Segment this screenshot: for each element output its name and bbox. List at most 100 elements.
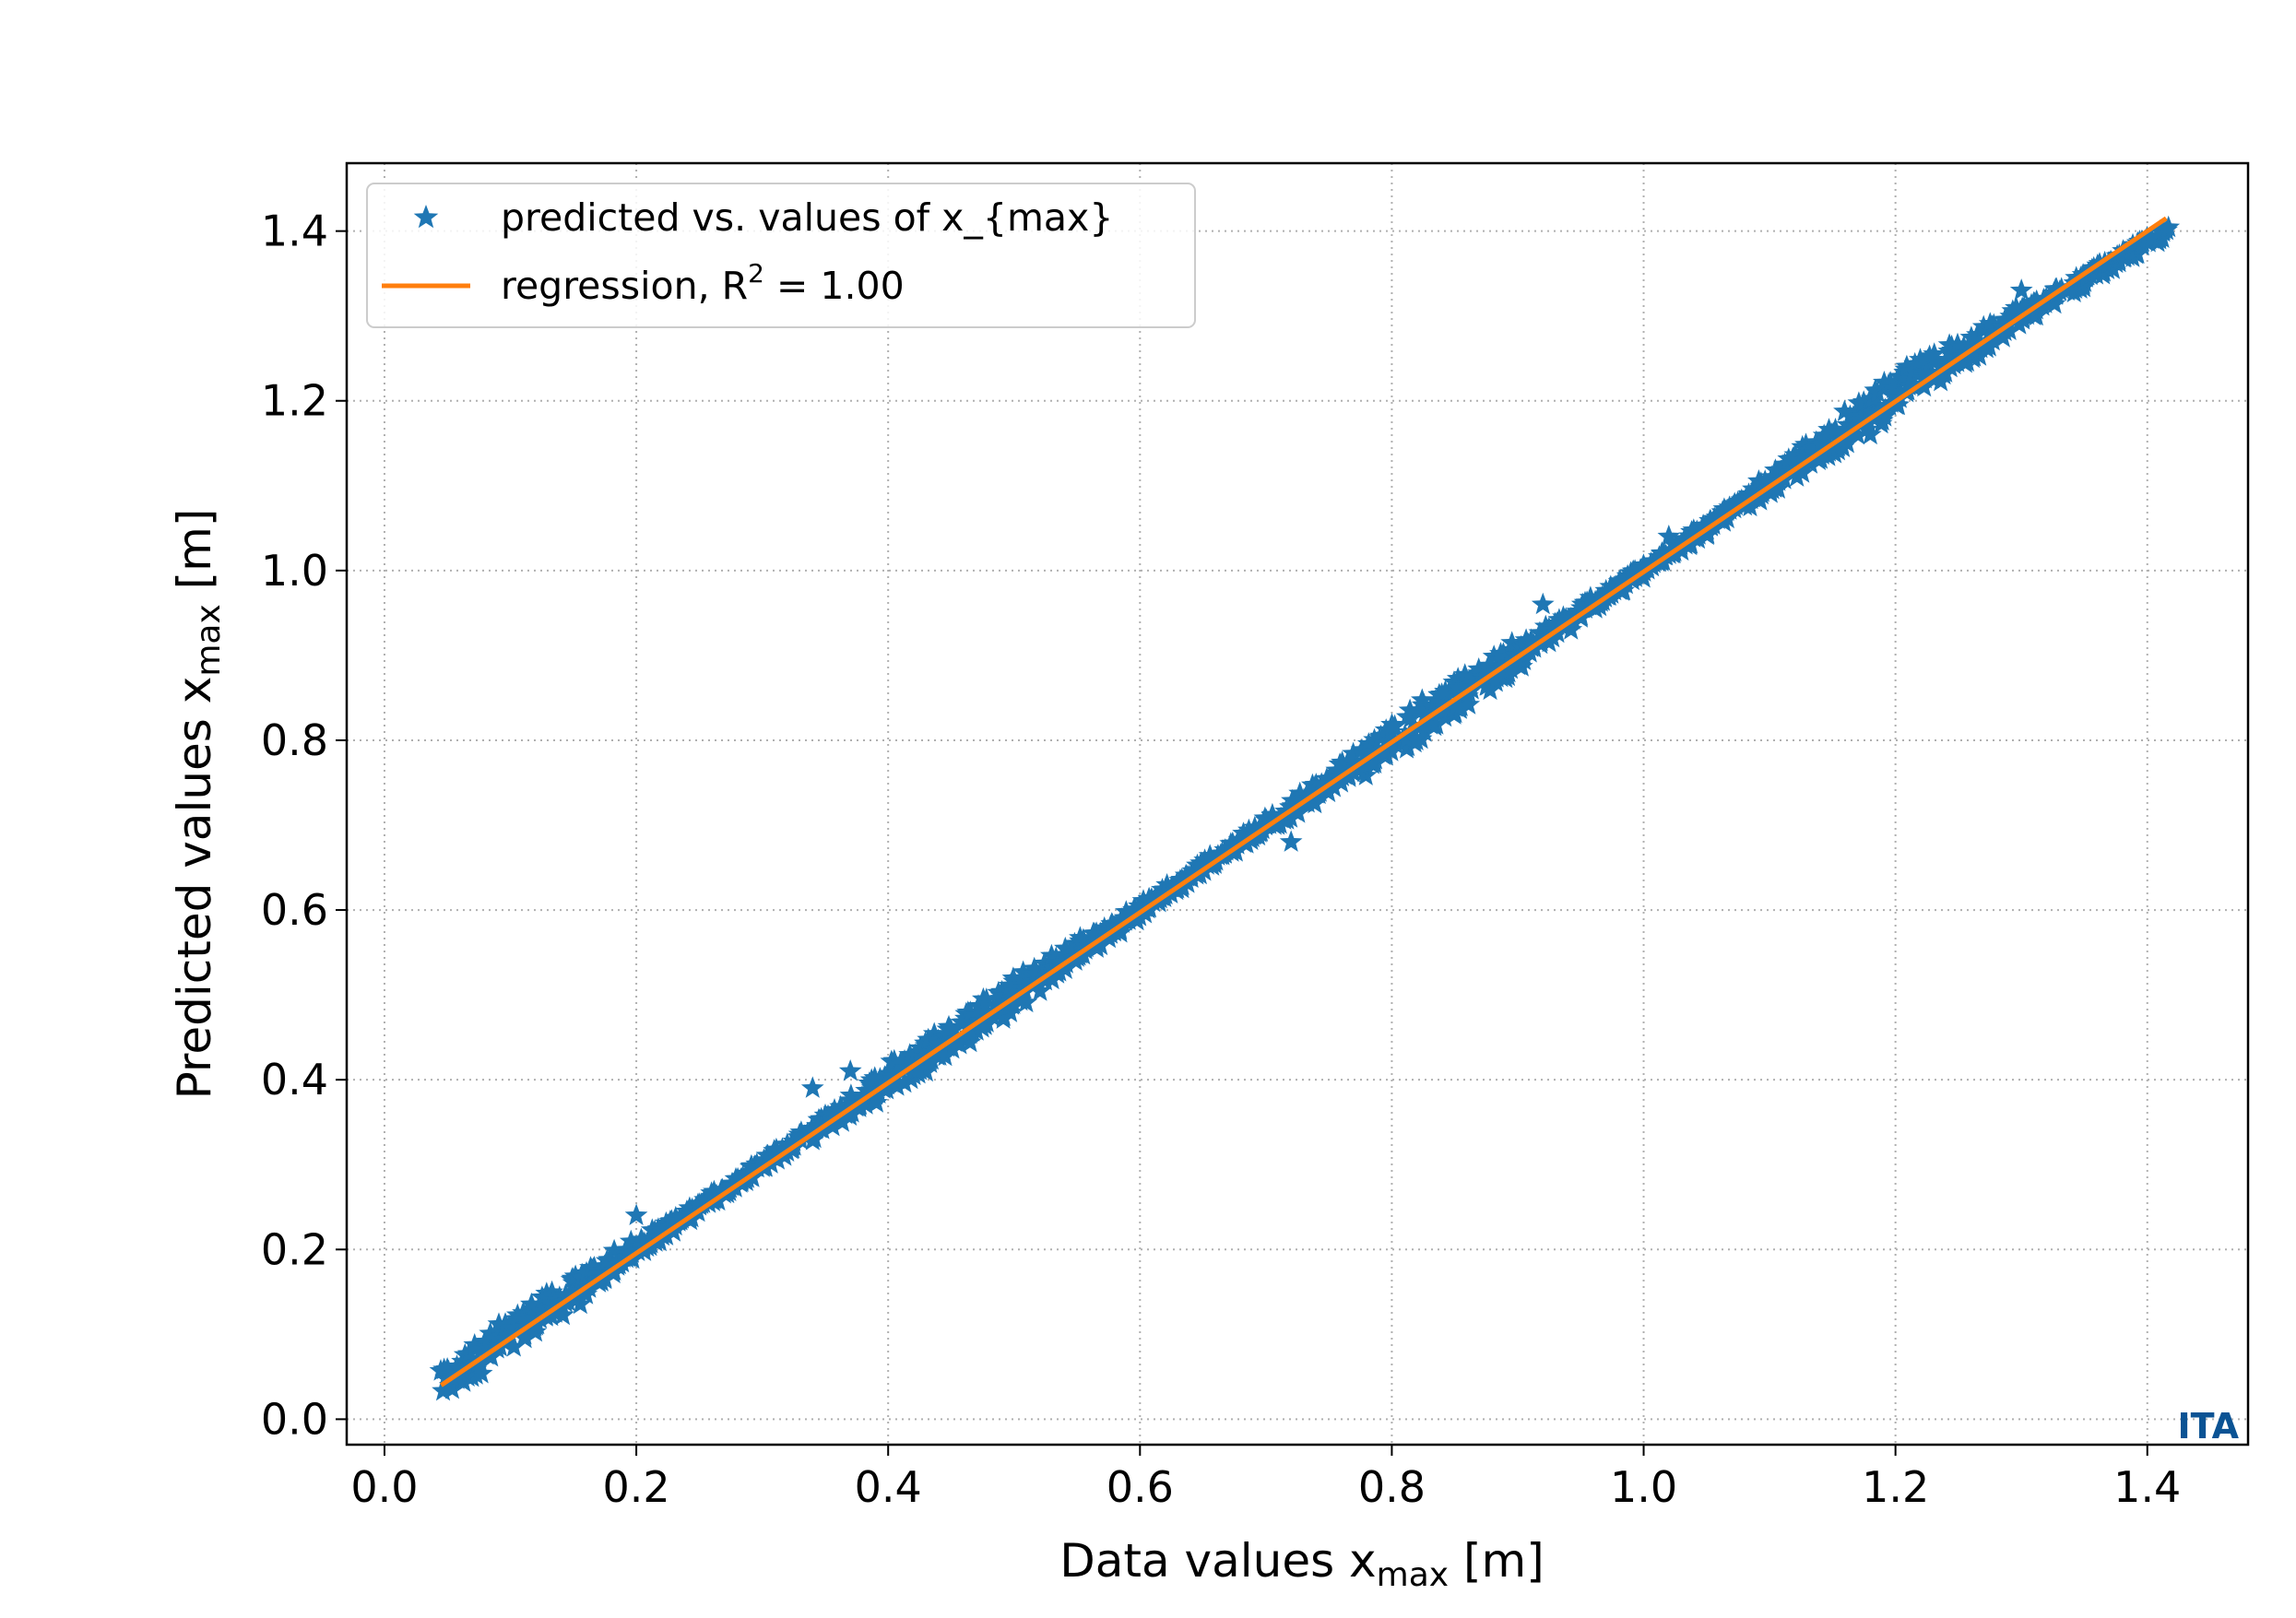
scatter-point <box>514 1307 537 1329</box>
scatter-point <box>554 1283 578 1305</box>
scatter-point <box>1049 951 1073 973</box>
scatter-point <box>1832 419 1855 442</box>
scatter-point <box>710 1177 734 1199</box>
x-axis-label-sub: max <box>1377 1556 1449 1594</box>
y-tick-label: 0.4 <box>261 1055 328 1104</box>
scatter-point <box>529 1300 553 1322</box>
scatter-point <box>1309 772 1333 794</box>
scatter-point <box>469 1362 493 1384</box>
scatter-point <box>1363 727 1386 750</box>
scatter-point <box>1952 335 1976 357</box>
scatter-point <box>624 1203 648 1225</box>
scatter-point <box>476 1329 500 1352</box>
scatter-point <box>917 1027 940 1050</box>
scatter-point <box>2157 215 2181 238</box>
scatter-point <box>1342 749 1365 772</box>
scatter-point <box>2011 308 2035 330</box>
legend-regression-sup: 2 <box>748 258 764 289</box>
scatter-point <box>520 1292 543 1315</box>
scatter-point <box>589 1261 612 1283</box>
y-axis-label-sub: max <box>190 604 228 676</box>
scatter-point <box>1500 631 1523 653</box>
scatter-point <box>485 1327 508 1350</box>
scatter-point <box>449 1357 472 1380</box>
scatter-point <box>494 1313 517 1335</box>
scatter-point <box>1474 674 1498 696</box>
scatter-point <box>883 1064 906 1086</box>
scatter-point <box>1279 830 1303 852</box>
scatter-point <box>946 1030 969 1052</box>
plot-frame <box>345 161 2250 1447</box>
scatter-point <box>1657 525 1681 547</box>
scatter-point <box>800 1076 824 1098</box>
scatter-point <box>1822 435 1845 458</box>
scatter-point <box>551 1303 574 1326</box>
scatter-point <box>1849 408 1873 431</box>
legend-regression-suffix: = 1.00 <box>764 264 905 308</box>
scatter-point <box>1356 732 1380 754</box>
y-tick-label: 1.4 <box>261 207 328 256</box>
scatter-point <box>2012 295 2036 318</box>
scatter-point <box>439 1375 463 1398</box>
y-axis-label-unit: [m] <box>168 509 221 605</box>
scatter-point <box>1069 926 1092 948</box>
scatter-points <box>429 215 2181 1401</box>
scatter-point <box>893 1070 917 1093</box>
y-tick-label: 0.8 <box>261 715 328 765</box>
scatter-point <box>1362 739 1385 762</box>
scatter-point <box>847 1095 871 1117</box>
scatter-point <box>1414 704 1438 726</box>
scatter-point <box>1901 359 1924 382</box>
scatter-point <box>1914 361 1938 384</box>
scatter-point <box>1966 323 1989 345</box>
scatter-point <box>1579 585 1603 608</box>
scatter-point <box>838 1059 862 1081</box>
scatter-point <box>1489 642 1512 664</box>
scatter-point <box>918 1051 942 1073</box>
legend-regression-main: regression, R <box>501 264 748 308</box>
scatter-point <box>1482 644 1506 667</box>
scatter-point <box>1978 312 2002 334</box>
scatter-point <box>987 980 1011 1003</box>
scatter-point <box>1363 751 1387 774</box>
scatter-point <box>1384 732 1407 754</box>
scatter-point <box>922 1022 946 1044</box>
scatter-point <box>1009 988 1033 1011</box>
y-ticks: 0.0 0.2 0.4 0.6 0.8 1.0 1.2 1.4 <box>261 207 347 1444</box>
scatter-point <box>630 1227 653 1250</box>
x-tick-label: 0.4 <box>855 1462 922 1512</box>
scatter-point <box>1971 314 1995 337</box>
scatter-point <box>1633 556 1656 578</box>
legend-label-regression: regression, R2 = 1.00 <box>501 258 905 308</box>
scatter-point <box>1024 962 1048 984</box>
scatter-point <box>1012 960 1035 983</box>
scatter-point <box>1859 422 1882 445</box>
scatter-point <box>1350 738 1374 761</box>
scatter-point <box>1794 432 1817 455</box>
scatter-point <box>1882 376 1905 398</box>
scatter-point <box>965 1004 988 1026</box>
scatter-point <box>1900 368 1923 390</box>
scatter-point <box>1556 608 1580 631</box>
scatter-point <box>1531 592 1555 615</box>
scatter-point <box>1895 354 1919 377</box>
scatter-point <box>2042 291 2066 314</box>
scatter-point <box>1286 801 1310 823</box>
scatter-point <box>1939 342 1962 364</box>
scatter-point <box>1467 657 1491 679</box>
scatter-point <box>432 1378 455 1401</box>
legend-frame <box>366 183 1196 328</box>
x-tick-label: 0.8 <box>1358 1462 1426 1512</box>
scatter-point <box>1711 501 1735 523</box>
scatter-point <box>1446 667 1470 689</box>
scatter-point <box>1599 574 1623 596</box>
scatter-point <box>1054 957 1077 979</box>
x-tick-label: 1.4 <box>2113 1462 2181 1512</box>
scatter-point <box>973 1013 997 1035</box>
scatter-point <box>1937 333 1961 355</box>
scatter-point <box>1225 833 1249 855</box>
scatter-point <box>602 1238 626 1261</box>
scatter-point <box>1873 405 1897 427</box>
scatter-point <box>1520 628 1543 650</box>
